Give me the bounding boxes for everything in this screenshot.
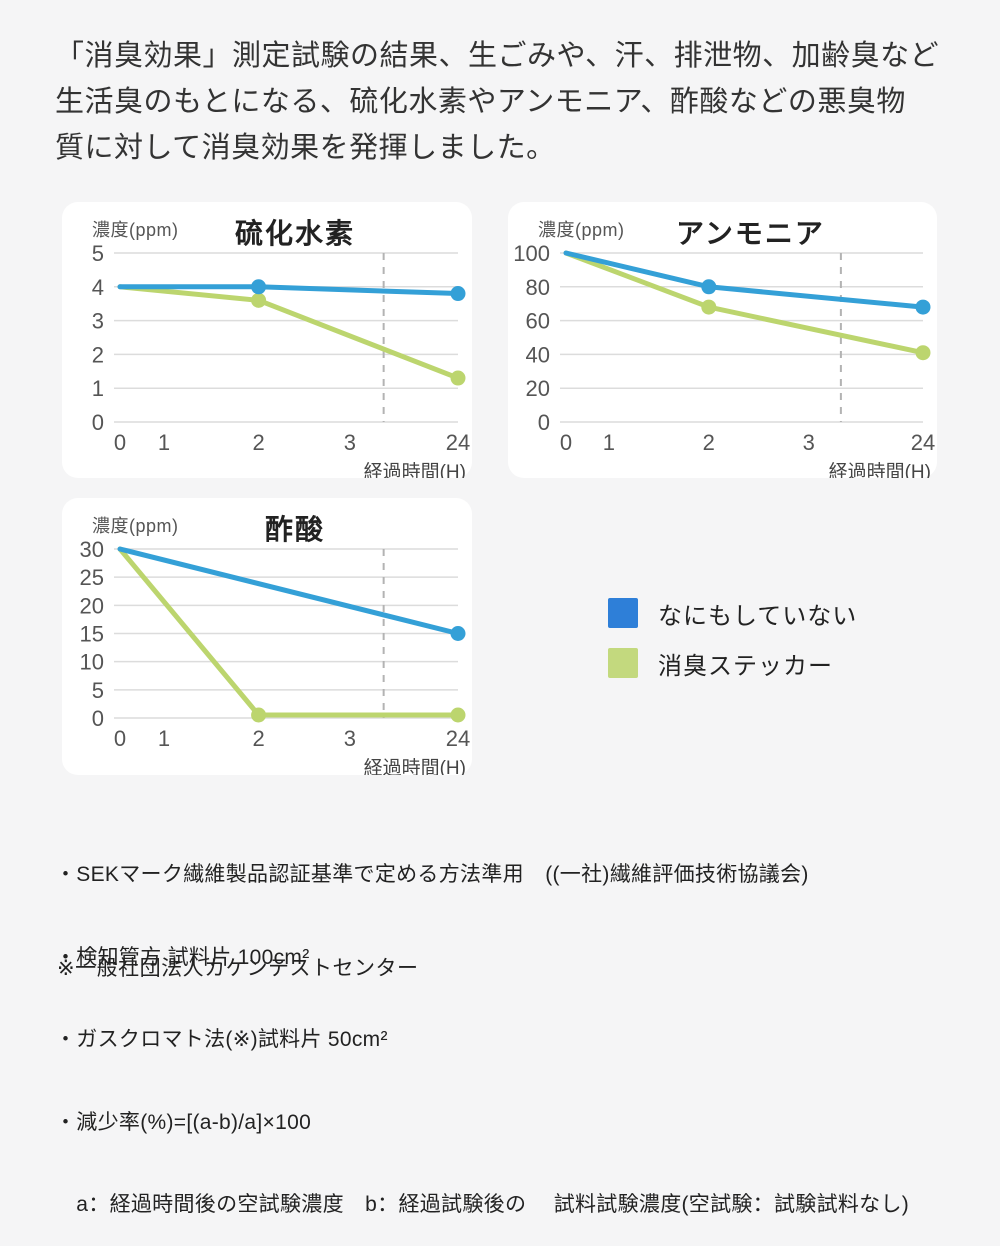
line-chart-hydrogen-sulfide: 0 1 2 3 4 5 0 1 2 3 24 経過時間(H) xyxy=(92,241,470,478)
chart-card-ammonia: 0 20 40 60 80 100 0 1 2 3 24 経過時間(H) 濃度(ppm) アンモニア xyxy=(508,202,937,478)
svg-text:0: 0 xyxy=(560,430,572,455)
chart-card-acetic-acid: 0 5 10 15 20 25 30 0 1 2 3 24 経過時間(H) 濃度(ppm) 酢酸 xyxy=(62,498,472,775)
legend-item-untreated: なにもしていない xyxy=(608,597,858,630)
svg-text:100: 100 xyxy=(513,241,550,266)
footnote-line-3: ・ガスクロマト法(※)試料片 50cm² xyxy=(55,1028,388,1051)
blue-color-swatch xyxy=(608,598,638,628)
chart-title-ammonia: アンモニア xyxy=(676,218,825,249)
legend-item-deodorant-sticker: 消臭ステッカー xyxy=(608,647,857,680)
svg-text:60: 60 xyxy=(526,309,550,334)
svg-text:0: 0 xyxy=(114,430,126,455)
svg-text:0: 0 xyxy=(114,726,126,751)
svg-text:80: 80 xyxy=(526,275,550,300)
footnote-line-2: ・検知管方 試料片 100cm² xyxy=(55,945,310,969)
svg-text:4: 4 xyxy=(92,275,104,300)
y-axis-unit-label: 濃度(ppm) xyxy=(538,220,625,240)
svg-text:24: 24 xyxy=(911,430,935,455)
legend-label-untreated: なにもしていない xyxy=(658,602,858,630)
y-axis-unit-label: 濃度(ppm) xyxy=(92,516,179,536)
svg-text:20: 20 xyxy=(526,376,550,401)
svg-text:0: 0 xyxy=(92,706,104,731)
svg-text:2: 2 xyxy=(92,342,104,367)
y-axis-unit-label: 濃度(ppm) xyxy=(92,220,179,240)
svg-text:2: 2 xyxy=(703,430,715,455)
chart-title-hydrogen-sulfide: 硫化水素 xyxy=(234,218,355,249)
svg-text:2: 2 xyxy=(252,726,264,751)
green-color-swatch xyxy=(608,648,638,678)
footnote-line-1: ・SEKマーク繊維製品認証基準で定める方法準用 ((一社)繊維評価技術協議会) xyxy=(55,863,809,886)
svg-text:経過時間(H): 経過時間(H) xyxy=(364,461,466,478)
legend-label-deodorant-sticker: 消臭ステッカー xyxy=(658,652,833,680)
svg-text:5: 5 xyxy=(92,241,104,266)
svg-text:経過時間(H): 経過時間(H) xyxy=(829,461,931,478)
footnote-list: ・SEKマーク繊維製品認証基準で定める方法準用 ((一社)繊維評価技術協議会) … xyxy=(55,806,909,1246)
source-note: ※一般社団法人カケンテストセンター xyxy=(57,957,419,980)
intro-line-1: 「消臭効果」測定試験の結果、生ごみや、汗、排泄物、加齢臭など xyxy=(55,40,940,72)
chart-title-acetic-acid: 酢酸 xyxy=(264,514,325,545)
svg-text:1: 1 xyxy=(158,726,170,751)
svg-text:1: 1 xyxy=(603,430,615,455)
svg-text:0: 0 xyxy=(538,410,550,435)
chart-card-hydrogen-sulfide: 0 1 2 3 4 5 0 1 2 3 24 経過時間(H) 濃度(ppm) 硫化水素 xyxy=(62,202,472,478)
svg-text:3: 3 xyxy=(92,309,104,334)
svg-text:15: 15 xyxy=(80,622,104,647)
svg-text:24: 24 xyxy=(446,430,470,455)
svg-text:5: 5 xyxy=(92,678,104,703)
intro-text: 「消臭効果」測定試験の結果、生ごみや、汗、排泄物、加齢臭など 生活臭のもとになる… xyxy=(55,33,965,171)
svg-text:25: 25 xyxy=(80,565,104,590)
svg-text:3: 3 xyxy=(803,430,815,455)
svg-text:1: 1 xyxy=(158,430,170,455)
legend: なにもしていない 消臭ステッカー xyxy=(608,597,857,697)
svg-text:経過時間(H): 経過時間(H) xyxy=(364,757,466,775)
svg-text:0: 0 xyxy=(92,410,104,435)
svg-text:3: 3 xyxy=(344,430,356,455)
svg-text:24: 24 xyxy=(446,726,470,751)
intro-line-3: 質に対して消臭効果を発揮しました。 xyxy=(55,132,556,164)
footnote-line-4: ・減少率(%)=[(a-b)/a]×100 xyxy=(55,1110,312,1134)
svg-text:30: 30 xyxy=(80,537,104,562)
svg-text:20: 20 xyxy=(80,593,104,618)
svg-text:2: 2 xyxy=(252,430,264,455)
footnote-line-5: a：経過時間後の空試験濃度 b：経過試験後の 試料試験濃度(空試験：試験試料なし… xyxy=(55,1193,910,1216)
svg-text:1: 1 xyxy=(92,376,104,401)
svg-text:10: 10 xyxy=(80,650,104,675)
intro-line-2: 生活臭のもとになる、硫化水素やアンモニア、酢酸などの悪臭物 xyxy=(55,86,906,118)
svg-text:3: 3 xyxy=(344,726,356,751)
line-chart-ammonia: 0 20 40 60 80 100 0 1 2 3 24 経過時間(H) xyxy=(513,241,935,478)
svg-text:40: 40 xyxy=(526,342,550,367)
